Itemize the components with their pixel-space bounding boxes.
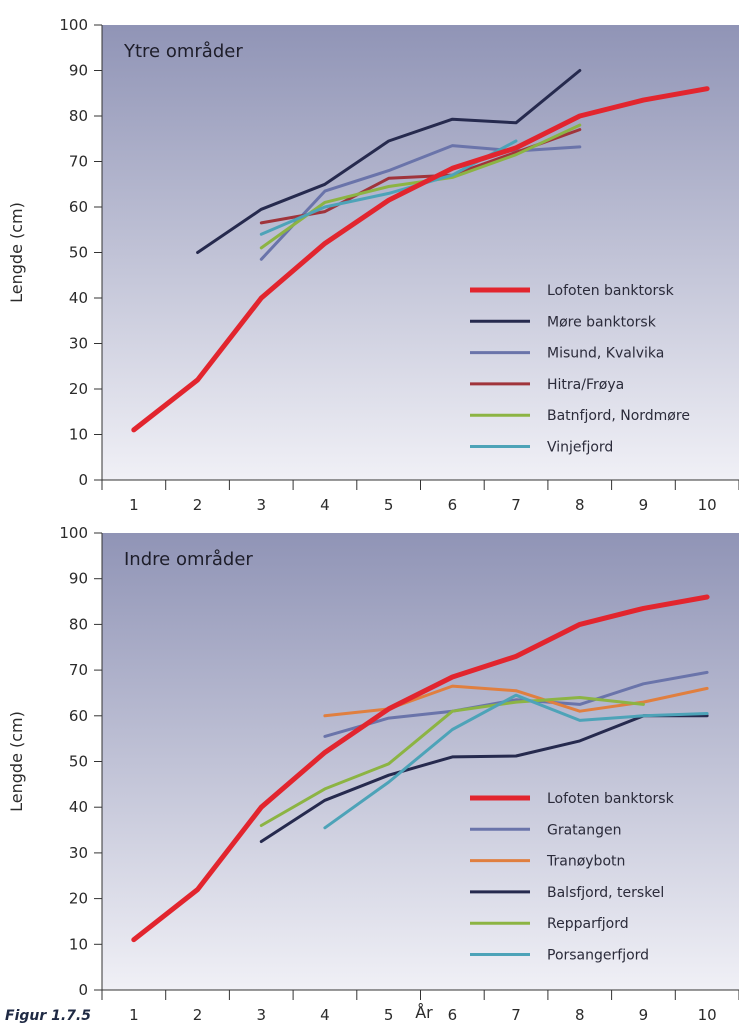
legend-label: Hitra/Frøya [547, 377, 624, 393]
y-ticks: 0 10 20 30 40 50 60 70 80 90 100 1 2 3 4 5 6 7 8 9 10 [59, 524, 739, 1024]
x-tick-label: 4 [320, 496, 330, 514]
x-tick-label: 10 [698, 496, 717, 514]
y-tick-label: 80 [69, 615, 88, 633]
y-tick-label: 30 [69, 844, 88, 862]
series-line [259, 696, 645, 827]
y-tick-label: 30 [69, 335, 88, 353]
chart-panel-indre: 0 10 20 30 40 50 60 70 80 90 100 1 2 3 4 5 6 7 8 9 10 Lofote… [7, 524, 739, 1024]
y-tick-label: 90 [69, 62, 88, 80]
series-lines [131, 594, 710, 943]
y-tick-label: 100 [59, 524, 88, 542]
y-ticks: 0 10 20 30 40 50 60 70 80 90 100 1 2 3 4 5 6 7 8 9 10 [59, 16, 739, 514]
x-tick-label: 7 [511, 1006, 521, 1024]
x-axis-label: År [415, 1003, 433, 1022]
y-tick-label: 40 [69, 798, 88, 816]
x-tick-label: 9 [639, 496, 649, 514]
x-tick-label: 4 [320, 1006, 330, 1024]
series-line [323, 670, 709, 738]
legend-label: Batnfjord, Nordmøre [547, 408, 690, 424]
x-tick-label: 8 [575, 496, 585, 514]
y-tick-label: 40 [69, 289, 88, 307]
y-tick-label: 10 [69, 935, 88, 953]
y-tick-label: 20 [69, 890, 88, 908]
y-axis-label: Lengde (cm) [7, 711, 26, 812]
y-tick-label: 70 [69, 153, 88, 171]
x-tick-label: 8 [575, 1006, 585, 1024]
y-tick-label: 50 [69, 244, 88, 262]
y-tick-label: 20 [69, 380, 88, 398]
y-tick-label: 0 [78, 981, 88, 999]
panel-title: Indre områder [124, 549, 253, 570]
x-tick-label: 9 [639, 1006, 649, 1024]
series-line [131, 86, 710, 433]
x-tick-label: 6 [448, 1006, 458, 1024]
x-tick-label: 2 [193, 496, 203, 514]
y-tick-label: 60 [69, 707, 88, 725]
chart-panel-ytre: 0 10 20 30 40 50 60 70 80 90 100 1 2 3 4 5 6 7 8 9 10 Lofote… [7, 16, 739, 514]
x-tick-label: 1 [129, 496, 139, 514]
x-tick-label: 5 [384, 1006, 394, 1024]
y-tick-label: 90 [69, 570, 88, 588]
series-line [131, 594, 710, 943]
panel-title: Ytre områder [123, 41, 243, 62]
y-tick-label: 10 [69, 426, 88, 444]
legend-label: Repparfjord [547, 916, 629, 932]
legend-label: Gratangen [547, 822, 622, 838]
y-tick-label: 70 [69, 661, 88, 679]
legend-label: Lofoten banktorsk [547, 283, 675, 299]
figure-caption: Figur 1.7.5 [5, 1008, 91, 1024]
y-tick-label: 0 [78, 471, 88, 489]
plot-background [102, 533, 739, 990]
y-tick-label: 100 [59, 16, 88, 34]
x-tick-label: 6 [448, 496, 458, 514]
x-tick-label: 5 [384, 496, 394, 514]
series-line [196, 69, 582, 254]
legend-label: Misund, Kvalvika [547, 346, 664, 362]
series-line [323, 693, 709, 830]
legend: Lofoten banktorsk Møre banktorsk Misund, K… [470, 283, 690, 456]
x-tick-label: 7 [511, 496, 521, 514]
series-lines [131, 69, 710, 433]
series-line [259, 714, 709, 843]
x-tick-label: 10 [698, 1006, 717, 1024]
legend-label: Lofoten banktorsk [547, 791, 675, 807]
y-tick-label: 50 [69, 753, 88, 771]
y-tick-label: 60 [69, 198, 88, 216]
legend: Lofoten banktorsk Gratangen Tranøybotn Bals… [470, 791, 675, 964]
y-tick-label: 80 [69, 107, 88, 125]
x-tick-label: 3 [256, 1006, 266, 1024]
legend-label: Porsangerfjord [547, 948, 649, 964]
x-tick-label: 3 [256, 496, 266, 514]
legend-label: Balsfjord, terskel [547, 885, 664, 901]
x-tick-label: 2 [193, 1006, 203, 1024]
x-tick-label: 1 [129, 1006, 139, 1024]
legend-label: Møre banktorsk [547, 314, 657, 330]
y-axis-label: Lengde (cm) [7, 202, 26, 303]
legend-label: Vinjefjord [547, 440, 613, 456]
legend-label: Tranøybotn [546, 854, 625, 870]
